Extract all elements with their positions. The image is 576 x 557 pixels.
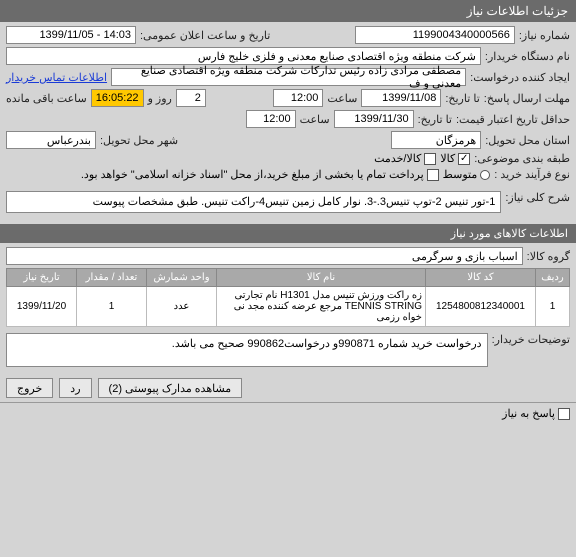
checkbox-icon <box>427 169 439 181</box>
delivery-province-label: استان محل تحویل: <box>485 134 570 147</box>
creator-field: مصطفی مرادی زاده رئیس تدارکات شرکت منطقه… <box>111 68 466 86</box>
buyer-org-field: شرکت منطقه ویژه اقتصادی صنایع معدنی و فل… <box>6 47 481 65</box>
cell-name: زه راکت ورزش تنیس مدل H1301 نام تجارتی T… <box>217 287 426 327</box>
table-header-row: ردیف کد کالا نام کالا واحد شمارش تعداد /… <box>7 269 570 287</box>
resp-date-field: 1399/11/08 <box>361 89 441 107</box>
cell-code: 1254800812340001 <box>426 287 536 327</box>
delivery-city-field: بندرعباس <box>6 131 96 149</box>
need-no-field: 1199004340000566 <box>355 26 515 44</box>
checkbox-icon <box>424 153 436 165</box>
radio-icon <box>480 170 490 180</box>
summary-field: 1-تور تنیس 2-توپ تنیس3.-3. نوار کامل زمی… <box>6 191 501 213</box>
public-date-label: تاریخ و ساعت اعلان عمومی: <box>140 29 270 42</box>
col-index: ردیف <box>536 269 570 287</box>
items-table: ردیف کد کالا نام کالا واحد شمارش تعداد /… <box>6 268 570 327</box>
resp-deadline-label: مهلت ارسال پاسخ: <box>484 92 570 105</box>
checkbox-icon <box>558 408 570 420</box>
reply-label: پاسخ به نیاز <box>502 407 555 420</box>
reply-checkbox[interactable]: پاسخ به نیاز <box>502 407 570 420</box>
days-left-field: 2 <box>176 89 206 107</box>
delivery-city-label: شهر محل تحویل: <box>100 134 178 147</box>
credit-date-field: 1399/11/30 <box>334 110 414 128</box>
summary-label: شرح کلی نیاز: <box>505 191 570 204</box>
attachments-button[interactable]: مشاهده مدارک پیوستی (2) <box>98 378 243 398</box>
buyer-note-field: درخواست خرید شماره 990871و درخواست990862… <box>6 333 488 367</box>
budget-kala-label: کالا <box>440 152 455 165</box>
credit-to-label: تا تاریخ: <box>418 113 452 126</box>
buyer-org-label: نام دستگاه خریدار: <box>485 50 570 63</box>
col-qty: تعداد / مقدار <box>77 269 147 287</box>
saat-label-2: ساعت <box>300 113 330 126</box>
purchase-type-label: نوع فرآیند خرید : <box>494 168 570 181</box>
col-date: تاریخ نیاز <box>7 269 77 287</box>
public-date-field: 14:03 - 1399/11/05 <box>6 26 136 44</box>
budget-label: طبقه بندی موضوعی: <box>474 152 570 165</box>
saat-baghi-label: ساعت باقی مانده <box>6 92 87 105</box>
saat-label-1: ساعت <box>327 92 357 105</box>
contact-link[interactable]: اطلاعات تماس خریدار <box>6 71 107 84</box>
group-label: گروه کالا: <box>527 250 570 263</box>
resp-time-field: 12:00 <box>273 89 323 107</box>
roz-label: روز و <box>148 92 172 105</box>
cell-qty: 1 <box>77 287 147 327</box>
footer-buttons: مشاهده مدارک پیوستی (2) رد خروج <box>0 374 576 402</box>
col-unit: واحد شمارش <box>147 269 217 287</box>
purchase-medium-radio[interactable]: متوسط <box>443 168 491 181</box>
col-name: نام کالا <box>217 269 426 287</box>
need-no-label: شماره نیاز: <box>519 29 570 42</box>
table-row[interactable]: 1 1254800812340001 زه راکت ورزش تنیس مدل… <box>7 287 570 327</box>
form-body: شماره نیاز: 1199004340000566 تاریخ و ساع… <box>0 22 576 220</box>
credit-time-field: 12:00 <box>246 110 296 128</box>
checkbox-icon <box>458 153 470 165</box>
cell-index: 1 <box>536 287 570 327</box>
col-code: کد کالا <box>426 269 536 287</box>
cell-unit: عدد <box>147 287 217 327</box>
delivery-province-field: هرمزگان <box>391 131 481 149</box>
creator-label: ایجاد کننده درخواست: <box>470 71 570 84</box>
purchase-medium-label: متوسط <box>443 168 478 181</box>
group-field: اسباب بازی و سرگرمی <box>6 247 523 265</box>
purchase-note-checkbox[interactable]: پرداخت تمام یا بخشی از مبلغ خرید،از محل … <box>81 168 439 181</box>
budget-khedmat-label: کالا/خدمت <box>374 152 421 165</box>
buyer-note-label: توضیحات خریدار: <box>492 333 570 346</box>
reject-button[interactable]: رد <box>59 378 91 398</box>
purchase-note-label: پرداخت تمام یا بخشی از مبلغ خرید،از محل … <box>81 168 424 181</box>
budget-kala-checkbox[interactable]: کالا <box>440 152 470 165</box>
min-credit-label: حداقل تاریخ اعتبار قیمت: <box>456 113 570 126</box>
panel-header: جزئیات اطلاعات نیاز <box>0 0 576 22</box>
budget-khedmat-checkbox[interactable]: کالا/خدمت <box>374 152 436 165</box>
to-date-label: تا تاریخ: <box>445 92 479 105</box>
exit-button[interactable]: خروج <box>6 378 53 398</box>
cell-date: 1399/11/20 <box>7 287 77 327</box>
panel-title: جزئیات اطلاعات نیاز <box>467 4 568 18</box>
items-header: اطلاعات کالاهای مورد نیاز <box>0 224 576 243</box>
countdown-timer: 16:05:22 <box>91 89 144 107</box>
